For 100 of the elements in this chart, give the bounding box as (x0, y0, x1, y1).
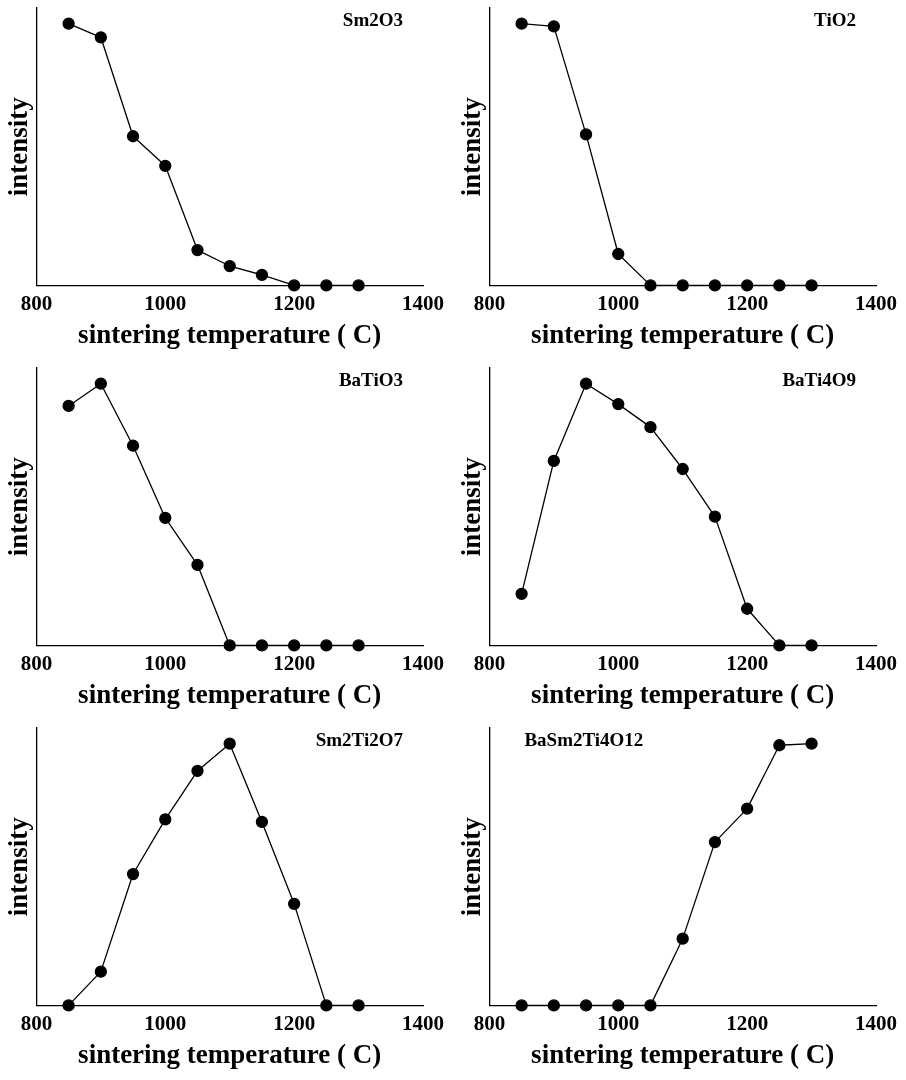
point (94, 377, 107, 390)
x-tick-label: 1200 (273, 1011, 316, 1036)
point (62, 399, 75, 413)
point (579, 377, 593, 390)
point (515, 999, 528, 1012)
point (320, 279, 333, 292)
y-axis-title: intensity (456, 456, 487, 557)
point (287, 897, 301, 911)
point (644, 999, 657, 1012)
chart-title: Sm2O3 (342, 9, 403, 31)
point (62, 999, 75, 1012)
x-tick-label: 1400 (855, 291, 897, 316)
point (805, 639, 818, 652)
point (740, 602, 754, 615)
point (126, 439, 140, 452)
point (515, 587, 528, 600)
y-axis-title: intensity (3, 96, 34, 197)
point (740, 279, 754, 292)
x-axis-title: sintering temperature ( C) (78, 678, 382, 709)
x-tick-label: 1400 (855, 1011, 897, 1036)
point (644, 420, 657, 434)
x-tick-label: 1200 (726, 651, 769, 676)
point (255, 815, 269, 829)
x-axis-title: sintering temperature ( C) (78, 1038, 382, 1069)
point (612, 247, 625, 261)
point (708, 279, 722, 292)
point (159, 813, 172, 826)
chart-title: BaTiO3 (338, 369, 403, 391)
point (126, 867, 140, 881)
point (255, 268, 269, 282)
point (676, 279, 689, 292)
point (126, 130, 140, 143)
y-axis-title: intensity (456, 816, 487, 917)
x-axis-title: sintering temperature ( C) (531, 678, 835, 709)
x-tick-label: 1000 (597, 1011, 640, 1036)
point (287, 639, 301, 652)
point (223, 737, 236, 750)
x-tick-label: 1200 (726, 1011, 769, 1036)
point (515, 17, 528, 30)
point (773, 739, 786, 752)
point (159, 159, 172, 172)
point (740, 802, 754, 815)
point (191, 764, 204, 778)
x-tick-label: 1000 (144, 651, 187, 676)
x-tick-label: 1400 (402, 651, 444, 676)
point (287, 279, 301, 292)
point (773, 279, 786, 292)
x-tick-label: 1200 (273, 291, 316, 316)
point (191, 243, 204, 257)
point (94, 31, 107, 44)
point (579, 999, 593, 1012)
point (708, 835, 722, 849)
x-tick-label: 800 (473, 1011, 506, 1036)
point (223, 259, 236, 273)
x-tick-label: 1200 (726, 291, 769, 316)
x-tick-label: 1000 (597, 651, 640, 676)
chart-title: Sm2Ti2O7 (315, 729, 404, 751)
point (62, 17, 75, 30)
x-tick-label: 800 (473, 291, 506, 316)
point (159, 511, 172, 525)
point (320, 639, 333, 652)
x-tick-label: 1000 (597, 291, 640, 316)
x-tick-label: 1400 (402, 291, 444, 316)
point (612, 999, 625, 1012)
point (191, 558, 204, 571)
x-tick-label: 800 (20, 1011, 53, 1036)
y-axis-title: intensity (456, 96, 487, 197)
x-tick-label: 800 (20, 651, 53, 676)
x-tick-label: 800 (20, 291, 53, 316)
point (547, 454, 560, 468)
x-axis-title: sintering temperature ( C) (531, 318, 835, 349)
x-axis-title: sintering temperature ( C) (78, 318, 382, 349)
point (708, 510, 722, 523)
y-axis-title: intensity (3, 456, 34, 557)
point (223, 639, 236, 652)
point (352, 999, 365, 1012)
point (676, 932, 689, 945)
point (255, 639, 269, 652)
point (773, 639, 786, 652)
point (547, 20, 560, 33)
point (676, 462, 689, 476)
chart-title: TiO2 (814, 9, 856, 31)
chart-title: BaSm2Ti4O12 (524, 729, 644, 751)
point (612, 397, 625, 411)
x-tick-label: 1400 (855, 651, 897, 676)
point (805, 737, 818, 750)
point (644, 279, 657, 292)
x-axis-title: sintering temperature ( C) (531, 1038, 835, 1069)
chart-title: BaTi4O9 (782, 369, 856, 391)
x-tick-label: 800 (473, 651, 506, 676)
y-axis-title: intensity (3, 816, 34, 917)
point (94, 965, 107, 978)
point (579, 128, 593, 141)
x-tick-label: 1400 (402, 1011, 444, 1036)
x-tick-label: 1000 (144, 291, 187, 316)
point (547, 999, 560, 1012)
x-tick-label: 1200 (273, 651, 316, 676)
x-tick-label: 1000 (144, 1011, 187, 1036)
point (805, 279, 818, 292)
point (352, 279, 365, 292)
